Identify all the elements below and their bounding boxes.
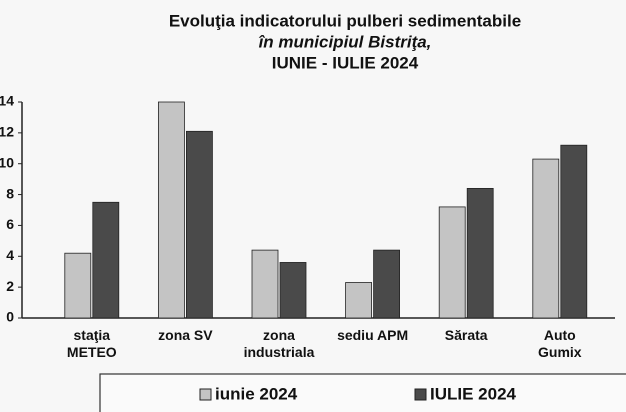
chart-subtitle: IUNIE - IULIE 2024: [272, 53, 419, 72]
bar: [560, 144, 588, 319]
bar: [64, 252, 92, 319]
y-tick-label: 8: [6, 185, 14, 201]
y-tick-label: 14: [0, 93, 14, 109]
y-tick-label: 6: [6, 216, 14, 232]
bar: [373, 249, 401, 319]
x-tick-label: zona industriala: [244, 327, 315, 360]
legend-swatch: [199, 388, 212, 401]
legend-label: IULIE 2024: [430, 384, 517, 403]
x-tick-label: Auto Gumix: [538, 327, 582, 360]
bar: [279, 262, 307, 319]
y-tick-label: 2: [6, 278, 14, 294]
y-tick-label: 0: [6, 309, 14, 325]
bar: [157, 101, 185, 319]
legend-label: iunie 2024: [215, 384, 298, 403]
x-tick-label: Sărata: [445, 327, 488, 343]
bar: [466, 187, 494, 319]
chart-subtitle: în municipiul Bistriţa,: [259, 32, 432, 51]
bar: [251, 249, 279, 319]
bar: [345, 282, 373, 319]
x-tick-label: staţia METEO: [67, 327, 117, 360]
x-tick-label: zona SV: [158, 327, 213, 343]
y-tick-label: 10: [0, 154, 14, 170]
bar: [532, 158, 560, 319]
bar: [92, 201, 120, 319]
legend-swatch: [414, 388, 427, 401]
bar: [438, 206, 466, 319]
bar: [185, 130, 213, 319]
y-tick-label: 4: [6, 247, 14, 263]
chart-title: Evoluţia indicatorului pulberi sedimenta…: [169, 11, 521, 30]
x-tick-label: sediu APM: [337, 327, 408, 343]
y-tick-label: 12: [0, 124, 14, 140]
legend-box: [99, 373, 626, 412]
